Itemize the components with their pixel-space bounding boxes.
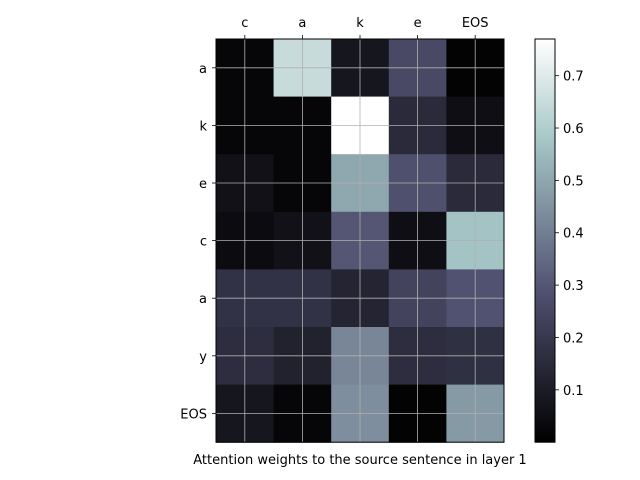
y-tick-label: c [200,235,207,250]
y-tick-label: y [199,350,207,365]
x-tick-label: a [298,16,306,31]
colorbar: 0.1 0.2 0.3 0.4 0.5 0.6 0.7 [534,38,584,443]
x-tick-label: EOS [462,16,489,31]
y-tick-label: a [199,292,207,307]
x-tick-label: k [356,16,364,31]
colorbar-tick-label: 0.6 [563,122,584,137]
colorbar-tick-label: 0.5 [563,174,584,189]
y-tick-label: a [199,62,207,77]
x-axis-label: Attention weights to the source sentence… [193,453,526,468]
colorbar-gradient [535,39,555,443]
colorbar-tick-label: 0.3 [563,279,584,294]
x-axis-ticks: c a k e EOS [241,16,489,39]
colorbar-tick-label: 0.7 [563,70,584,85]
y-axis-ticks: a k e c a y EOS [180,62,216,422]
y-tick-label: e [199,177,207,192]
colorbar-frame [534,38,556,443]
heatmap-grid [216,39,504,443]
colorbar-tick-label: 0.1 [563,384,584,399]
y-tick-label: k [199,119,207,134]
x-tick-label: e [414,16,422,31]
colorbar-tick-label: 0.4 [563,227,584,242]
colorbar-ticks: 0.1 0.2 0.3 0.4 0.5 0.6 0.7 [555,70,584,399]
x-tick-label: c [241,16,248,31]
colorbar-tick-label: 0.2 [563,331,584,346]
y-tick-label: EOS [180,407,207,422]
